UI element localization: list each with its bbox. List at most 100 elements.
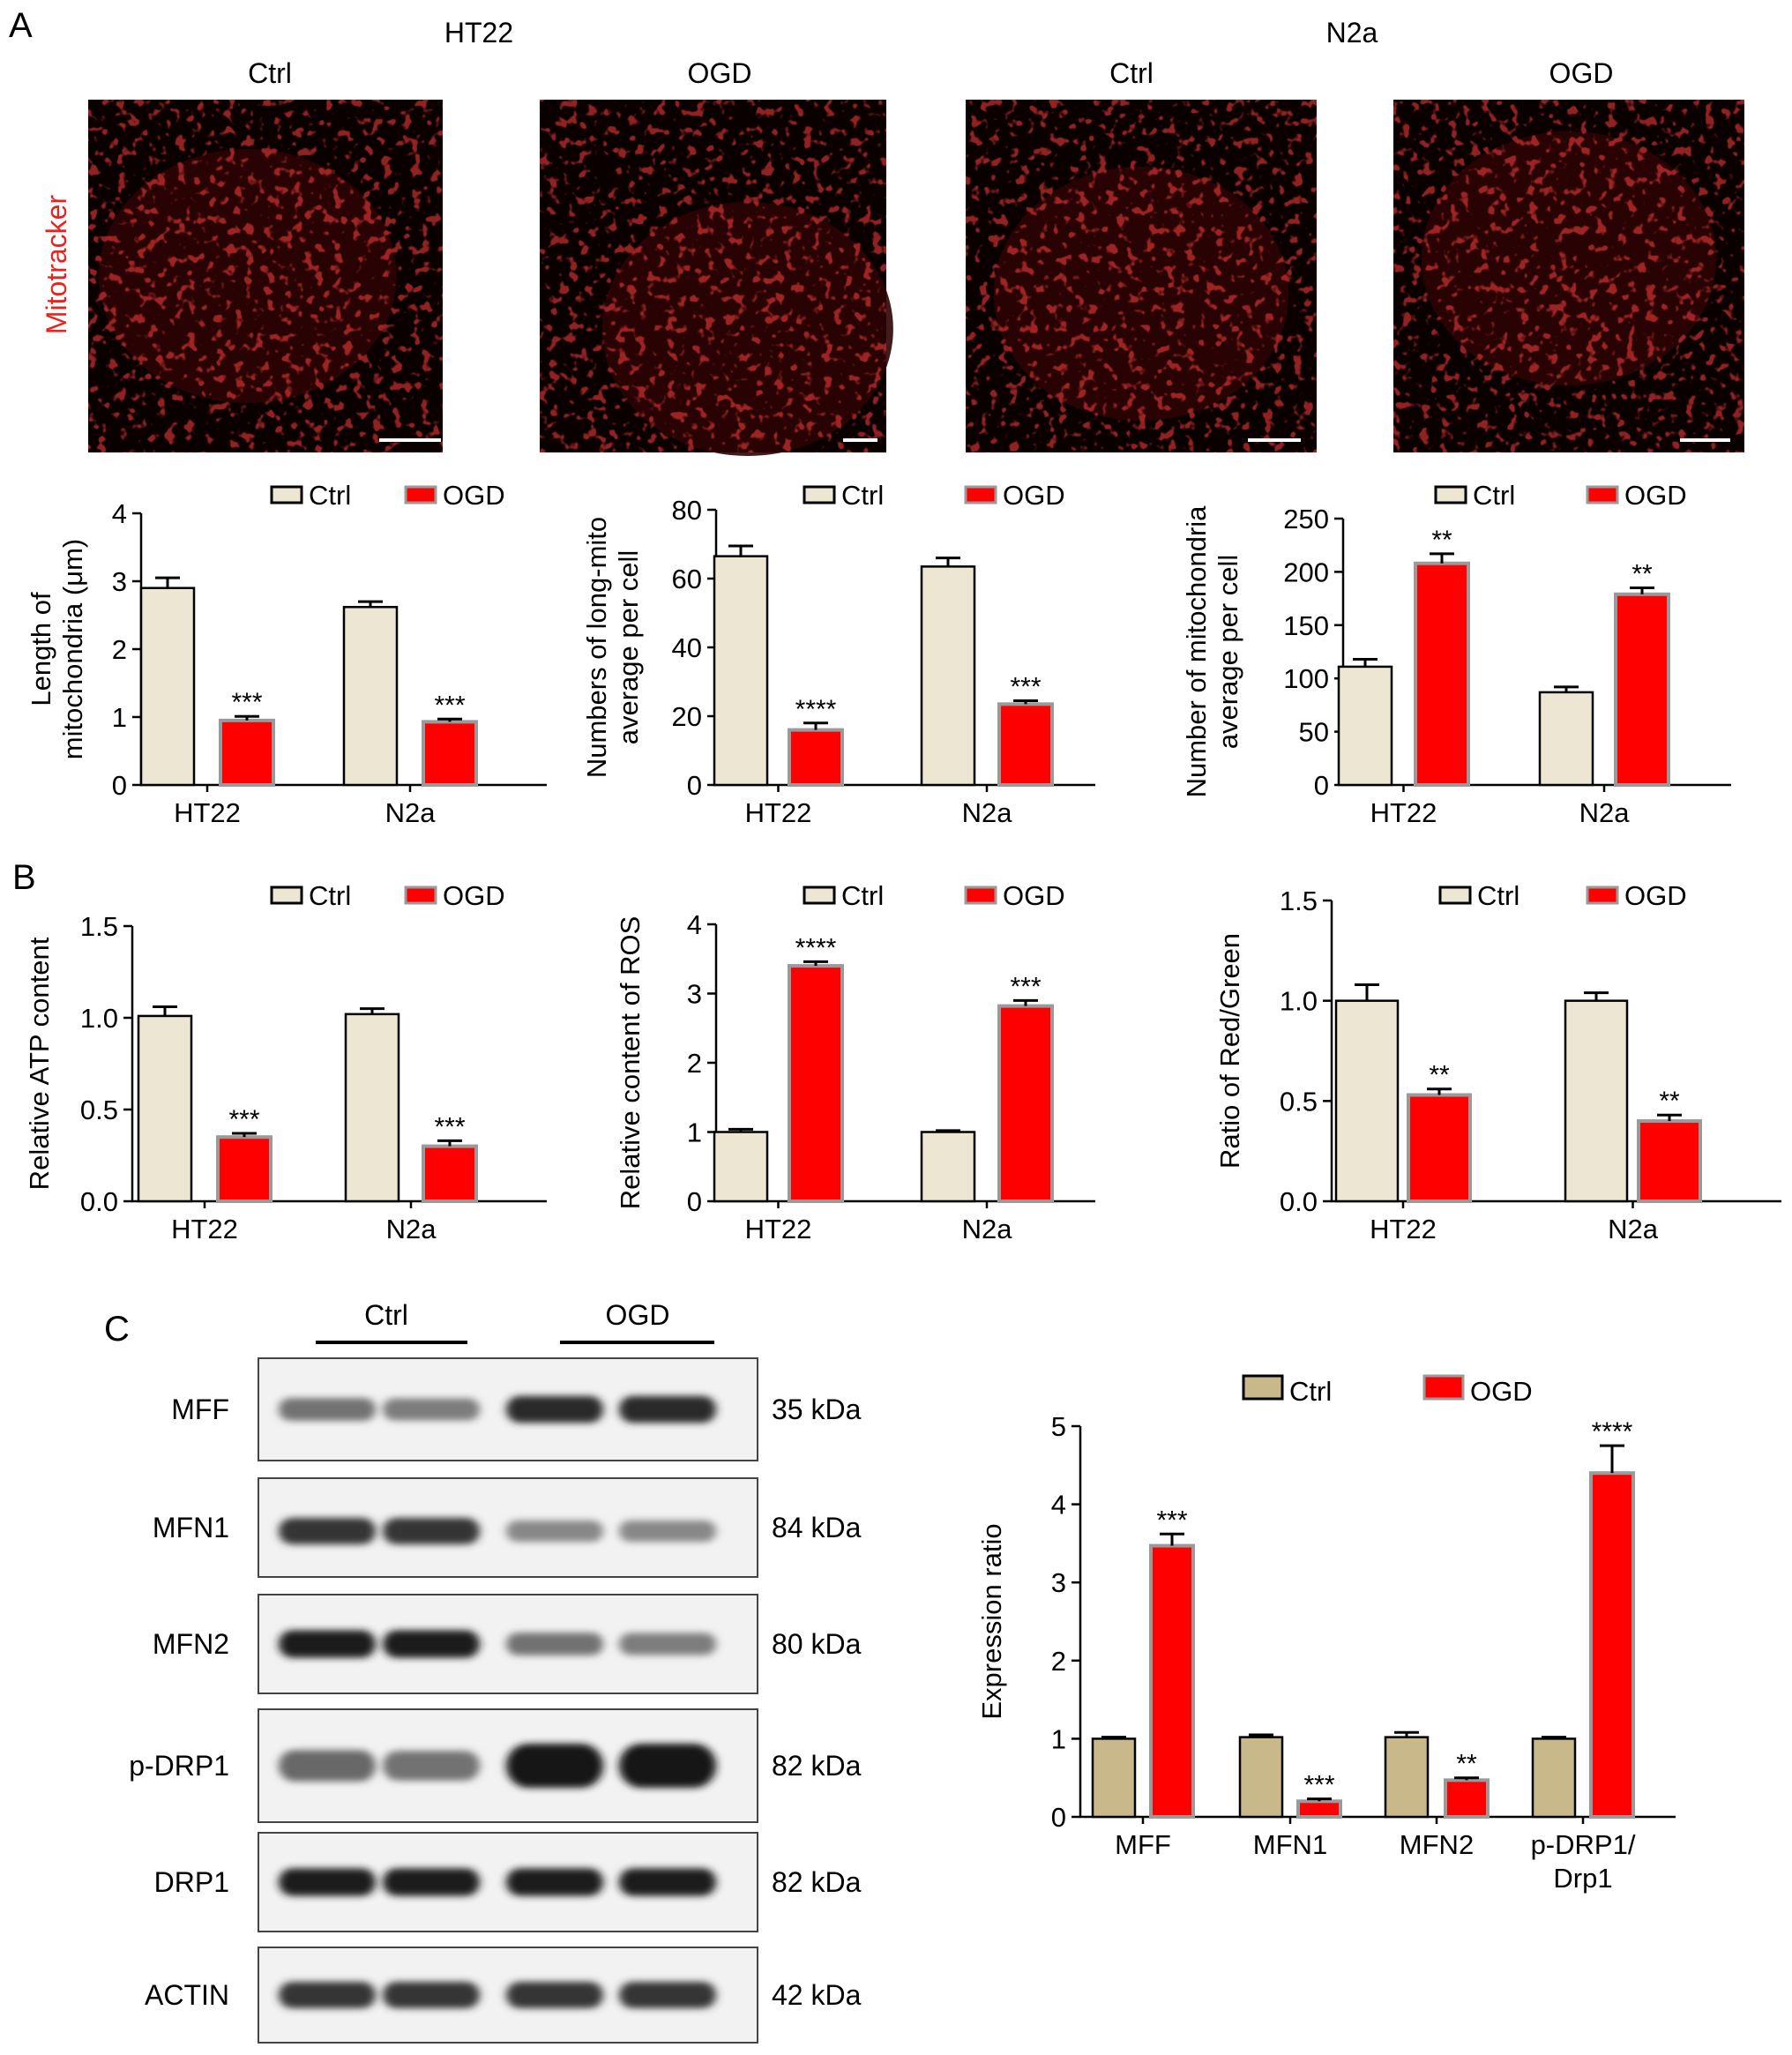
panel-label-c: C: [104, 1310, 130, 1349]
bar-ogd-0: [216, 1135, 273, 1203]
significance-label: **: [1456, 1750, 1477, 1779]
blot-band: [619, 1633, 716, 1655]
x-tick-label: HT22: [1370, 797, 1437, 828]
micrograph-1: [88, 100, 443, 452]
x-tick-label: N2a: [962, 797, 1013, 828]
significance-label: ***: [1010, 672, 1041, 701]
legend-label-ctrl: Ctrl: [841, 480, 884, 511]
blot-band: [619, 1744, 716, 1788]
bar-ogd-0: [788, 728, 844, 787]
chart-count: 0 50 100 150 200 250 Number of mitochondria ave…: [1181, 480, 1731, 828]
blot-band: [619, 1982, 716, 2008]
y-axis-label: Length of: [26, 592, 56, 706]
charts-group: 0 1 2 3 4 Length of mitochondria (μm) *** HT22 **…: [24, 480, 1781, 1894]
y-tick-label: 250: [1283, 504, 1329, 534]
blot-size-label: 84 kDa: [772, 1512, 862, 1543]
x-tick-label: MFN2: [1400, 1829, 1474, 1860]
x-tick-label: MFN1: [1253, 1829, 1327, 1860]
bar-ctrl-0: [1334, 999, 1400, 1203]
blot-size-label: 42 kDa: [772, 1979, 862, 2011]
legend-swatch-ogd: [404, 886, 437, 905]
legend-label-ctrl: Ctrl: [1477, 880, 1519, 911]
y-tick-label: 60: [672, 564, 702, 594]
bar-ctrl-3: [1531, 1737, 1577, 1819]
y-tick-label: 150: [1283, 610, 1329, 641]
y-tick-label: 1: [1051, 1723, 1066, 1754]
legend-swatch-ctrl: [803, 886, 836, 905]
x-tick-label: MFF: [1115, 1829, 1171, 1860]
legend-swatch-ctrl: [270, 485, 303, 504]
chart-expr: 0 1 2 3 4 5 Expression ratio *** MFF *** MFN1 ** MFN…: [976, 1374, 1676, 1894]
blot-band: [619, 1520, 716, 1543]
bar-ctrl-0: [137, 1014, 193, 1203]
blot-band: [279, 1750, 376, 1782]
blot-band: [279, 1630, 376, 1658]
y-tick-label: 3: [112, 566, 127, 597]
y-axis-label: Numbers of long-mito: [581, 517, 612, 778]
y-tick-label: 0.0: [80, 1186, 118, 1217]
bar-ogd-0: [219, 718, 275, 787]
blot-band: [506, 1982, 603, 2008]
significance-label: ****: [1592, 1417, 1633, 1446]
y-tick-label: 3: [687, 979, 702, 1010]
significance-label: ***: [434, 691, 465, 720]
chart-atp: 0.0 0.5 1.0 1.5 Relative ATP content *** HT22 *…: [24, 880, 547, 1244]
western-blot: Ctrl OGD MFF 35 kDa MFN1 84 kDa MFN2 80 kDa p-DR…: [129, 1299, 862, 2044]
y-tick-label: 1.0: [1280, 986, 1318, 1017]
significance-label: **: [1431, 526, 1452, 555]
bar-ctrl-1: [1564, 999, 1629, 1203]
significance-label: ****: [795, 695, 837, 724]
panel-label-b: B: [12, 858, 36, 897]
legend-swatch-ogd: [964, 485, 997, 504]
bar-ogd-3: [1589, 1471, 1635, 1820]
legend-label-ogd: OGD: [1470, 1376, 1533, 1407]
bar-ctrl-0: [139, 587, 196, 787]
chart-ratio: 0.0 0.5 1.0 1.5 Ratio of Red/Green ** HT22 ** N2…: [1214, 880, 1781, 1244]
bar-ogd-1: [997, 1004, 1054, 1203]
micrograph-3: [966, 100, 1317, 452]
blot-band: [383, 1630, 480, 1658]
bar-ctrl-0: [1337, 665, 1393, 787]
legend-label-ogd: OGD: [1003, 480, 1065, 511]
legend-label-ogd: OGD: [1624, 880, 1687, 911]
blot-band: [619, 1395, 716, 1424]
x-tick-label: HT22: [171, 1214, 238, 1244]
y-tick-label: 5: [1051, 1411, 1066, 1442]
bar-ogd-0: [1149, 1543, 1195, 1819]
y-tick-label: 0: [1314, 770, 1329, 801]
y-tick-label: 1.0: [80, 1003, 118, 1034]
cell-line-label-ht22: HT22: [444, 17, 513, 49]
y-tick-label: 20: [672, 701, 702, 732]
condition-label-4: OGD: [1549, 57, 1614, 89]
bar-ogd-1: [997, 702, 1054, 787]
blot-band: [383, 1982, 480, 2008]
significance-label: **: [1429, 1061, 1450, 1090]
blot-row-drp1: DRP1 82 kDa: [154, 1832, 862, 1932]
significance-label: ***: [1010, 972, 1041, 1001]
y-tick-label: 0.5: [80, 1095, 118, 1125]
bar-ctrl-2: [1384, 1736, 1430, 1819]
blot-band: [619, 1868, 716, 1896]
bar-ctrl-1: [1238, 1736, 1284, 1819]
blot-protein-label: MFN2: [153, 1628, 229, 1660]
y-tick-label: 80: [672, 495, 702, 526]
chart-longmito: 0 20 40 60 80 Numbers of long-mito average per…: [581, 480, 1095, 828]
bar-ogd-0: [1414, 561, 1470, 788]
bar-ogd-1: [1614, 592, 1670, 787]
y-axis-label: Expression ratio: [976, 1523, 1007, 1719]
legend-label-ctrl: Ctrl: [1473, 480, 1515, 511]
x-tick-label: Drp1: [1553, 1863, 1612, 1894]
blot-protein-label: ACTIN: [145, 1979, 229, 2011]
stain-label-mitotracker: Mitotracker: [41, 195, 72, 335]
condition-label-3: Ctrl: [1109, 57, 1154, 89]
blot-size-label: 80 kDa: [772, 1628, 862, 1660]
blot-band: [506, 1633, 603, 1655]
blot-band: [383, 1518, 480, 1544]
legend-label-ogd: OGD: [1624, 480, 1687, 511]
legend-swatch-ctrl: [1438, 886, 1472, 905]
micrograph-group: [88, 100, 1744, 456]
blot-size-label: 35 kDa: [772, 1394, 862, 1425]
blot-protein-label: DRP1: [154, 1866, 229, 1898]
x-tick-label: N2a: [386, 1214, 437, 1244]
blot-band: [383, 1751, 480, 1781]
